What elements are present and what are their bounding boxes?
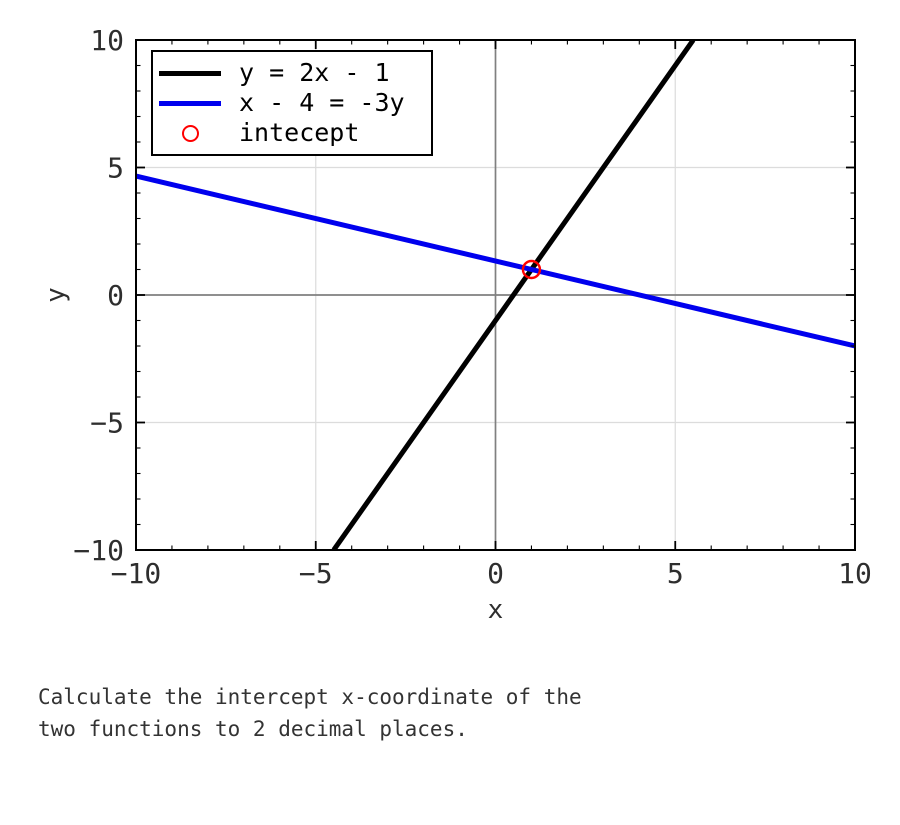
y-tick-label: 0 [107, 279, 124, 312]
y-tick-label: 10 [90, 24, 124, 57]
legend-sample-blue-line [159, 100, 221, 106]
x-tick-label: 10 [838, 557, 872, 590]
legend-sample-intercept-marker [159, 124, 221, 142]
legend: y = 2x - 1 x - 4 = -3y intecept [151, 50, 433, 156]
legend-label-intercept: intecept [239, 118, 360, 147]
legend-sample-black-line [159, 70, 221, 76]
y-axis-label: y [41, 287, 71, 303]
x-tick-label: −10 [111, 557, 162, 590]
legend-label-line1: y = 2x - 1 [239, 58, 390, 87]
y-tick-label: −10 [73, 534, 124, 567]
chart-canvas: −10 −5 0 5 10 −10 −5 0 5 10 x y [41, 24, 872, 625]
intercept-marker [521, 259, 542, 280]
x-axis-label: x [488, 595, 504, 625]
x-tick-label: −5 [299, 557, 333, 590]
x-tick-label: 5 [667, 557, 684, 590]
question-text: Calculate the intercept x-coordinate of … [38, 685, 582, 741]
y-tick-label: −5 [90, 407, 124, 440]
legend-entry-intercept: intecept [159, 118, 431, 148]
series-line-0 [331, 40, 696, 550]
blue-line-swatch-icon [159, 100, 221, 106]
x-tick-label: 0 [487, 557, 504, 590]
legend-entry-line2: x - 4 = -3y [159, 88, 431, 118]
black-line-swatch-icon [159, 70, 221, 76]
figure: −10 −5 0 5 10 −10 −5 0 5 10 x y y = 2x - 1 x - 4 = … [41, 24, 872, 625]
legend-label-line2: x - 4 = -3y [239, 88, 405, 117]
circle-marker-icon [181, 124, 199, 142]
legend-entry-line1: y = 2x - 1 [159, 58, 431, 88]
y-tick-label: 5 [107, 152, 124, 185]
series-line-1 [136, 173, 855, 349]
